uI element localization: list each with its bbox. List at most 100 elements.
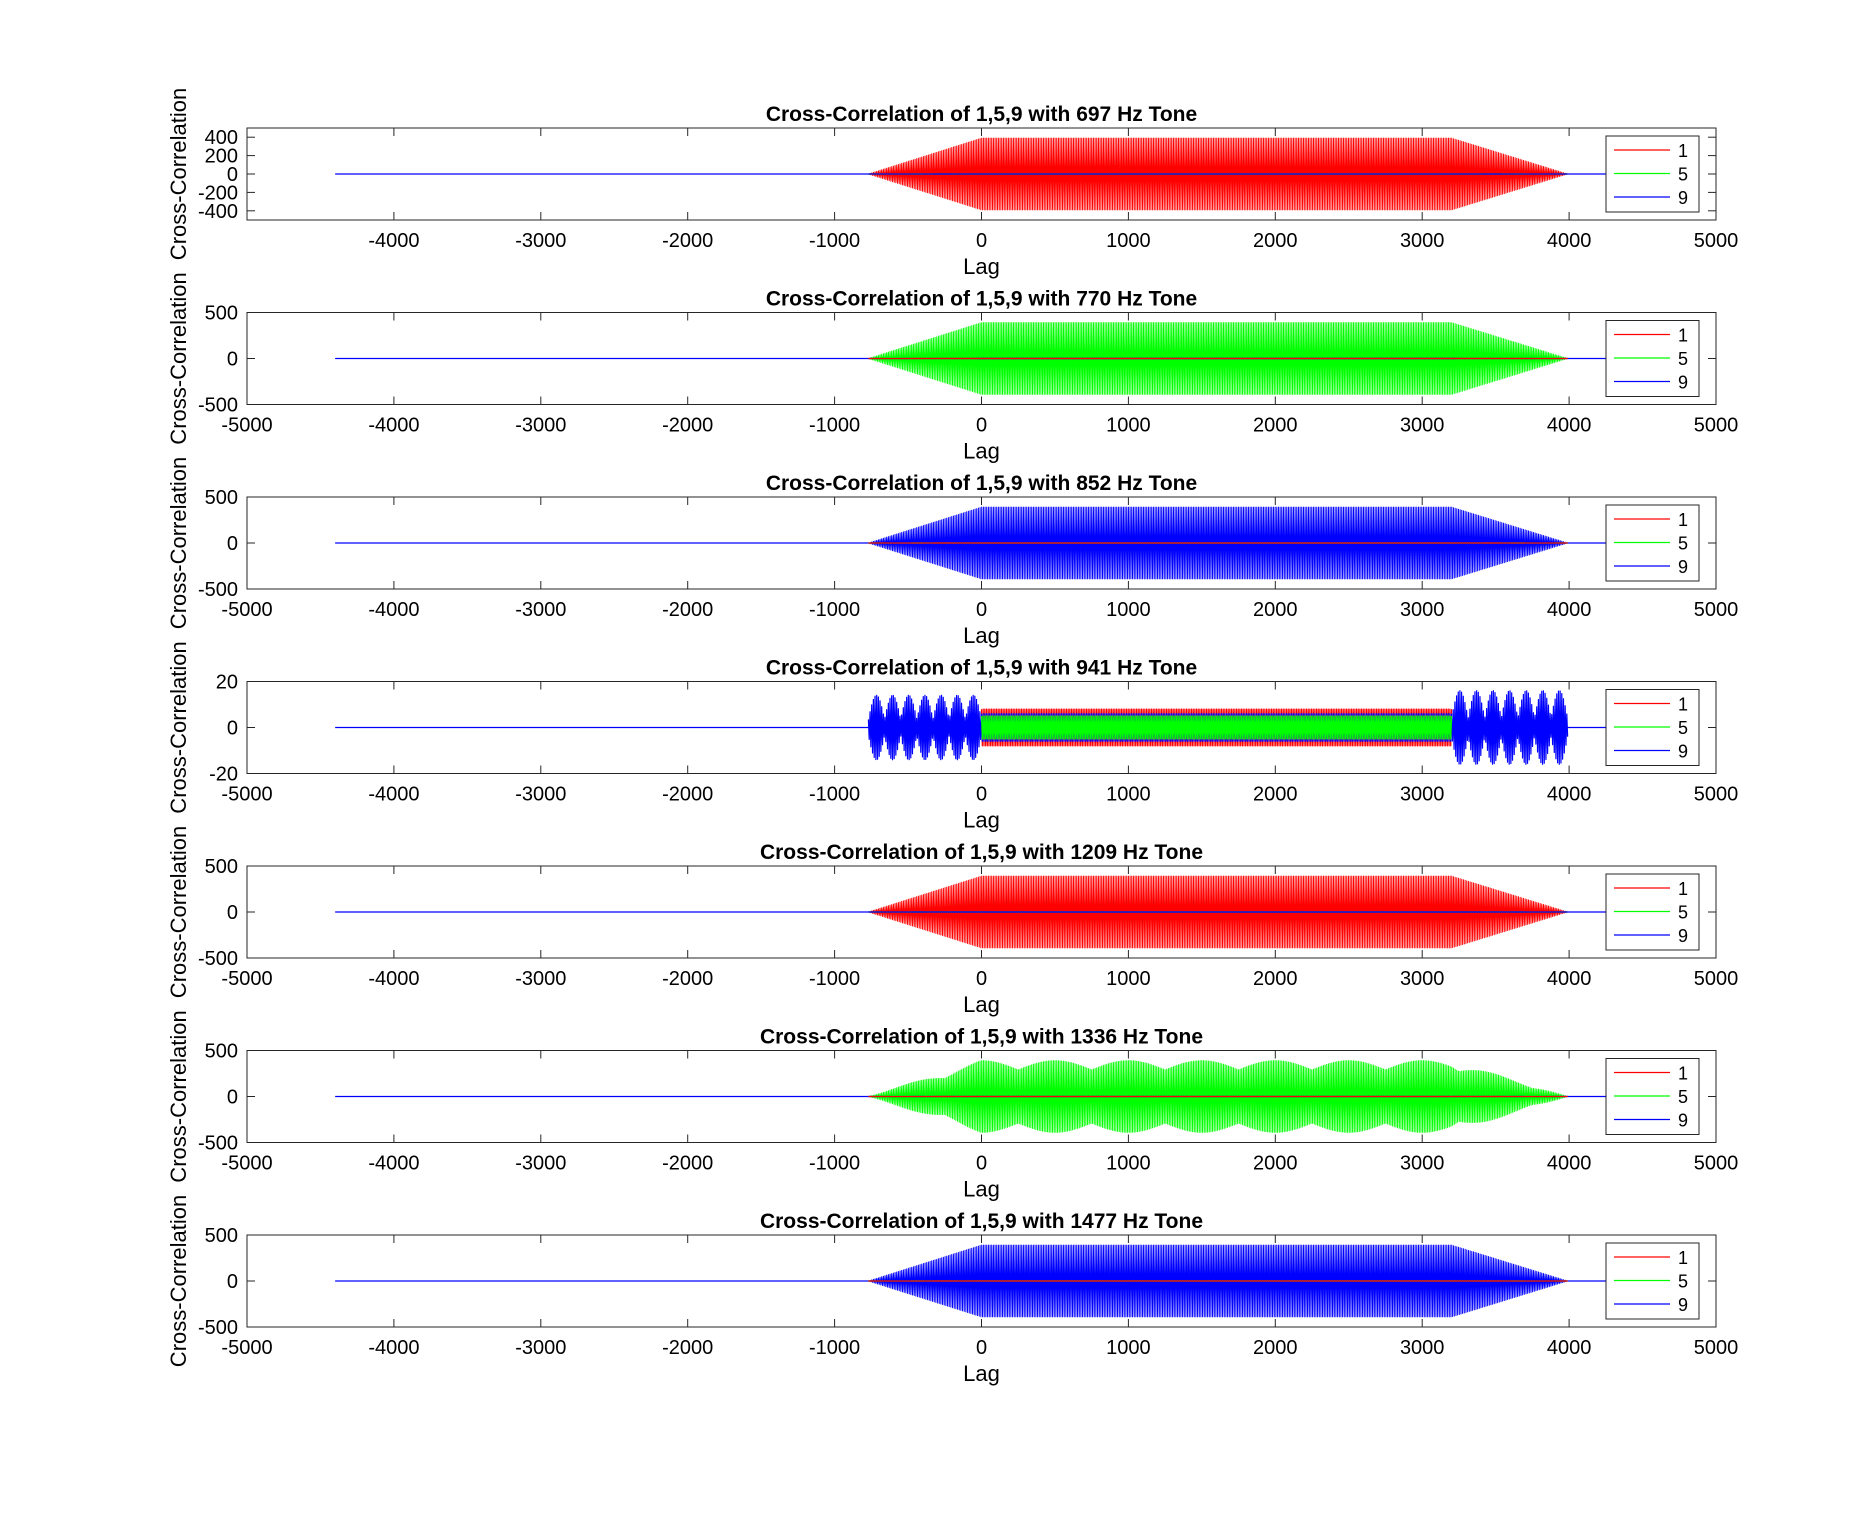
legend-label-9: 9 <box>1678 557 1688 577</box>
x-tick-label: 3000 <box>1400 1337 1445 1359</box>
x-tick-label: -3000 <box>515 230 566 252</box>
y-tick-label: -500 <box>198 395 238 417</box>
x-tick-label: 3000 <box>1400 230 1445 252</box>
x-tick-label: 4000 <box>1547 599 1592 621</box>
legend-label-1: 1 <box>1678 695 1688 715</box>
x-tick-label: 0 <box>976 1337 987 1359</box>
x-tick-label: 5000 <box>1694 415 1739 437</box>
chart-title: Cross-Correlation of 1,5,9 with 941 Hz T… <box>766 657 1197 680</box>
x-axis-label: Lag <box>963 623 1000 648</box>
y-tick-label: 0 <box>227 1271 238 1293</box>
x-tick-label: -4000 <box>368 1337 419 1359</box>
chart-title: Cross-Correlation of 1,5,9 with 1336 Hz … <box>760 1026 1203 1049</box>
legend-label-1: 1 <box>1678 326 1688 346</box>
x-tick-label: -4000 <box>368 968 419 990</box>
x-tick-label: 3000 <box>1400 1153 1445 1175</box>
x-tick-label: -5000 <box>221 968 272 990</box>
y-axis-label: Cross-Correlation <box>166 457 191 629</box>
x-tick-label: -2000 <box>662 784 713 806</box>
x-tick-label: -1000 <box>809 599 860 621</box>
x-axis-label: Lag <box>963 992 1000 1017</box>
legend-label-5: 5 <box>1678 1087 1688 1107</box>
x-tick-label: -2000 <box>662 1153 713 1175</box>
legend-label-9: 9 <box>1678 1111 1688 1131</box>
x-tick-label: -5000 <box>221 1153 272 1175</box>
x-tick-label: 2000 <box>1253 1337 1298 1359</box>
legend-label-5: 5 <box>1678 1272 1688 1292</box>
x-tick-label: 1000 <box>1106 968 1151 990</box>
y-tick-label: 400 <box>205 127 238 149</box>
y-tick-label: 0 <box>227 718 238 740</box>
y-tick-label: 0 <box>227 349 238 371</box>
x-axis-label: Lag <box>963 1361 1000 1386</box>
x-tick-label: 4000 <box>1547 968 1592 990</box>
x-tick-label: 1000 <box>1106 784 1151 806</box>
x-tick-label: 5000 <box>1694 1337 1739 1359</box>
y-tick-label: -20 <box>209 764 238 786</box>
y-tick-label: 500 <box>205 487 238 509</box>
x-tick-label: -4000 <box>368 599 419 621</box>
x-tick-label: 1000 <box>1106 1337 1151 1359</box>
y-tick-label: -500 <box>198 948 238 970</box>
y-tick-label: -500 <box>198 1317 238 1339</box>
x-tick-label: 4000 <box>1547 1153 1592 1175</box>
chart-title: Cross-Correlation of 1,5,9 with 1477 Hz … <box>760 1210 1203 1233</box>
x-axis-label: Lag <box>963 808 1000 833</box>
x-tick-label: 1000 <box>1106 230 1151 252</box>
x-tick-label: -5000 <box>221 784 272 806</box>
legend-label-9: 9 <box>1678 742 1688 762</box>
x-tick-label: 5000 <box>1694 599 1739 621</box>
x-tick-label: -3000 <box>515 415 566 437</box>
x-tick-label: 4000 <box>1547 415 1592 437</box>
x-tick-label: 1000 <box>1106 1153 1151 1175</box>
y-tick-label: 500 <box>205 1225 238 1247</box>
x-tick-label: 3000 <box>1400 599 1445 621</box>
chart-title: Cross-Correlation of 1,5,9 with 697 Hz T… <box>766 103 1197 126</box>
x-tick-label: -2000 <box>662 1337 713 1359</box>
x-tick-label: 5000 <box>1694 968 1739 990</box>
legend-label-1: 1 <box>1678 1064 1688 1084</box>
x-tick-label: 0 <box>976 230 987 252</box>
x-axis-label: Lag <box>963 254 1000 279</box>
legend-label-9: 9 <box>1678 1295 1688 1315</box>
legend-label-9: 9 <box>1678 188 1688 208</box>
y-axis-label: Cross-Correlation <box>166 88 191 260</box>
y-axis-label: Cross-Correlation <box>166 272 191 444</box>
y-axis-label: Cross-Correlation <box>166 1010 191 1182</box>
x-tick-label: -3000 <box>515 1153 566 1175</box>
x-tick-label: -2000 <box>662 968 713 990</box>
x-tick-label: 2000 <box>1253 1153 1298 1175</box>
x-tick-label: 0 <box>976 415 987 437</box>
y-tick-label: 0 <box>227 1087 238 1109</box>
x-tick-label: -3000 <box>515 784 566 806</box>
y-axis-label: Cross-Correlation <box>166 641 191 813</box>
x-tick-label: 5000 <box>1694 230 1739 252</box>
x-tick-label: -4000 <box>368 415 419 437</box>
x-tick-label: 3000 <box>1400 415 1445 437</box>
x-tick-label: 0 <box>976 599 987 621</box>
x-tick-label: -4000 <box>368 230 419 252</box>
legend-label-9: 9 <box>1678 926 1688 946</box>
chart-title: Cross-Correlation of 1,5,9 with 770 Hz T… <box>766 288 1197 311</box>
y-axis-label: Cross-Correlation <box>166 826 191 998</box>
legend-label-5: 5 <box>1678 165 1688 185</box>
y-tick-label: 500 <box>205 1041 238 1063</box>
legend-label-1: 1 <box>1678 141 1688 161</box>
y-tick-label: 20 <box>216 672 238 694</box>
x-tick-label: -1000 <box>809 1337 860 1359</box>
x-tick-label: -3000 <box>515 599 566 621</box>
x-tick-label: 4000 <box>1547 1337 1592 1359</box>
legend-label-1: 1 <box>1678 879 1688 899</box>
y-tick-label: 0 <box>227 533 238 555</box>
x-tick-label: 2000 <box>1253 415 1298 437</box>
y-axis-label: Cross-Correlation <box>166 1195 191 1367</box>
x-tick-label: -2000 <box>662 230 713 252</box>
y-tick-label: -500 <box>198 1133 238 1155</box>
legend: 159 <box>1606 505 1699 581</box>
